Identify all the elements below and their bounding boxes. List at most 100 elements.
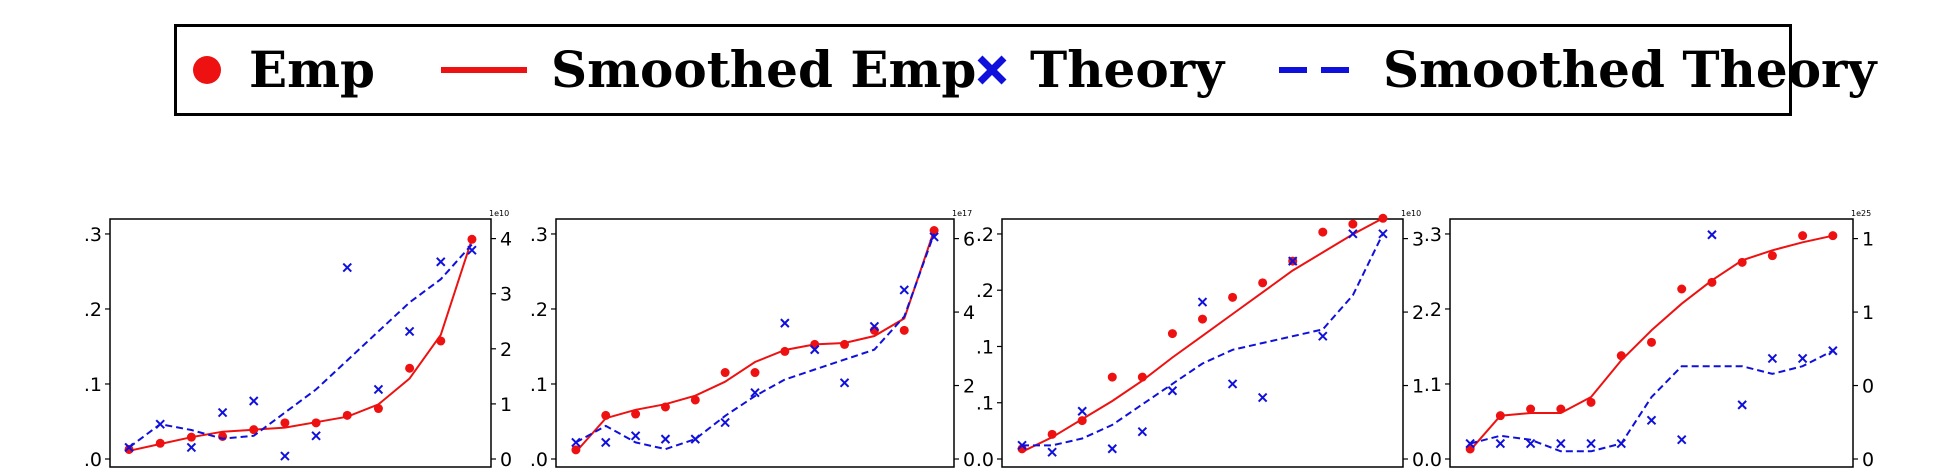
legend-label-theory: Theory xyxy=(1030,40,1225,99)
legend-item-emp: Emp xyxy=(189,27,375,113)
plot-frame xyxy=(109,218,492,468)
plot-frame xyxy=(1001,218,1404,468)
right-tick-label: 0 xyxy=(963,449,975,471)
left-tick-label: .3 xyxy=(1424,224,1442,246)
theory-point-stroke xyxy=(1137,426,1148,437)
theory-point xyxy=(1525,438,1536,449)
theory-point-stroke xyxy=(1525,438,1536,449)
theory-point-stroke xyxy=(217,407,228,418)
theory-point xyxy=(404,326,415,337)
legend-label-emp: Emp xyxy=(249,40,375,99)
smoothed-emp-line xyxy=(1469,234,1834,451)
emp-point xyxy=(1258,278,1268,288)
right-tick-label: 3 xyxy=(500,284,512,306)
blue-dashed-line-marker-icon xyxy=(1279,67,1359,73)
theory-point xyxy=(1556,438,1566,449)
smoothed-emp-line xyxy=(128,238,473,452)
legend-label-smoothed-emp: Smoothed Emp xyxy=(551,40,977,99)
theory-point-stroke xyxy=(630,431,641,441)
theory-point xyxy=(1586,438,1596,449)
smoothed-emp-line xyxy=(575,230,936,453)
theory-point-stroke xyxy=(899,285,909,295)
theory-point-stroke xyxy=(601,437,611,448)
theory-point xyxy=(1257,392,1268,403)
legend-item-smoothed-theory: Smoothed Theory xyxy=(1277,27,1876,113)
right-tick-label: 1 xyxy=(1412,376,1424,398)
theory-point-stroke xyxy=(1495,438,1506,449)
right-tick-label: 0 xyxy=(1412,449,1424,471)
theory-point xyxy=(311,431,321,441)
emp-point xyxy=(1677,284,1687,294)
right-axis-exponent: 1e10 xyxy=(1401,209,1421,218)
emp-point xyxy=(1107,372,1117,382)
right-tick-label: 1 xyxy=(1862,302,1874,324)
theory-point xyxy=(809,344,820,355)
emp-point xyxy=(750,368,760,378)
right-axis-exponent: 1e17 xyxy=(952,209,972,218)
emp-point xyxy=(280,418,290,428)
theory-point xyxy=(750,388,760,398)
legend: Emp Smoothed Emp Theory Smoothed Theory xyxy=(174,24,1876,116)
theory-point xyxy=(1737,400,1747,410)
theory-point-stroke xyxy=(750,388,760,398)
plot-frame xyxy=(555,218,955,468)
theory-point xyxy=(1378,229,1388,239)
theory-point-stroke xyxy=(1288,256,1298,266)
left-tick-label: .1 xyxy=(84,374,102,396)
theory-point-stroke xyxy=(1257,392,1268,403)
theory-point-stroke xyxy=(373,384,384,395)
right-tick-label: 2 xyxy=(963,376,975,398)
theory-point xyxy=(869,321,880,332)
legend-label-smoothed-theory: Smoothed Theory xyxy=(1383,40,1877,99)
right-axis-exponent: 1e10 xyxy=(489,209,509,218)
emp-point xyxy=(1378,213,1388,223)
theory-point xyxy=(1677,434,1687,445)
theory-point-stroke xyxy=(1797,353,1808,364)
theory-point xyxy=(436,257,446,267)
emp-point xyxy=(631,409,641,419)
theory-point-stroke xyxy=(1767,353,1778,364)
theory-point-stroke xyxy=(404,326,415,337)
theory-point-stroke xyxy=(720,417,730,428)
theory-point-stroke xyxy=(342,262,352,273)
theory-point-stroke xyxy=(571,437,581,448)
emp-point xyxy=(1318,227,1328,237)
theory-point-stroke xyxy=(1378,229,1388,239)
emp-point xyxy=(124,444,134,454)
theory-point xyxy=(1767,353,1778,364)
legend-item-theory: Theory xyxy=(974,27,1224,113)
right-tick-label: 4 xyxy=(500,229,512,251)
left-tick-label: .0 xyxy=(84,449,102,471)
theory-point xyxy=(1197,297,1208,307)
emp-point xyxy=(1228,292,1238,302)
theory-point xyxy=(1797,353,1808,364)
theory-point-stroke xyxy=(1737,400,1747,410)
red-line-marker-icon xyxy=(441,67,527,73)
left-tick-label: .3 xyxy=(530,224,548,246)
left-tick-label: .0 xyxy=(530,449,548,471)
theory-point xyxy=(1646,415,1657,426)
theory-point xyxy=(1288,256,1298,266)
theory-point-stroke xyxy=(1586,438,1596,449)
right-tick-label: 2 xyxy=(500,339,512,361)
smoothed-theory-line xyxy=(128,243,473,449)
emp-point xyxy=(571,445,581,455)
theory-point-stroke xyxy=(1707,230,1717,240)
left-tick-label: .1 xyxy=(976,336,994,358)
theory-point-stroke xyxy=(1107,444,1117,454)
theory-point xyxy=(720,417,730,428)
emp-point xyxy=(1707,277,1717,287)
emp-point xyxy=(1167,329,1177,339)
theory-point-stroke xyxy=(1348,229,1358,239)
theory-point xyxy=(1167,386,1178,396)
theory-point-stroke xyxy=(869,321,880,332)
theory-point xyxy=(660,434,671,444)
emp-point xyxy=(1526,404,1536,414)
theory-point-stroke xyxy=(467,245,477,255)
chart-3: .0 .1 .1 .2 .2 0 1 2 3 1e10 xyxy=(976,209,1424,471)
blue-x-marker-icon xyxy=(977,55,1007,85)
theory-point-stroke xyxy=(1197,297,1208,307)
theory-point-stroke xyxy=(280,451,290,461)
theory-point-stroke xyxy=(249,396,259,406)
